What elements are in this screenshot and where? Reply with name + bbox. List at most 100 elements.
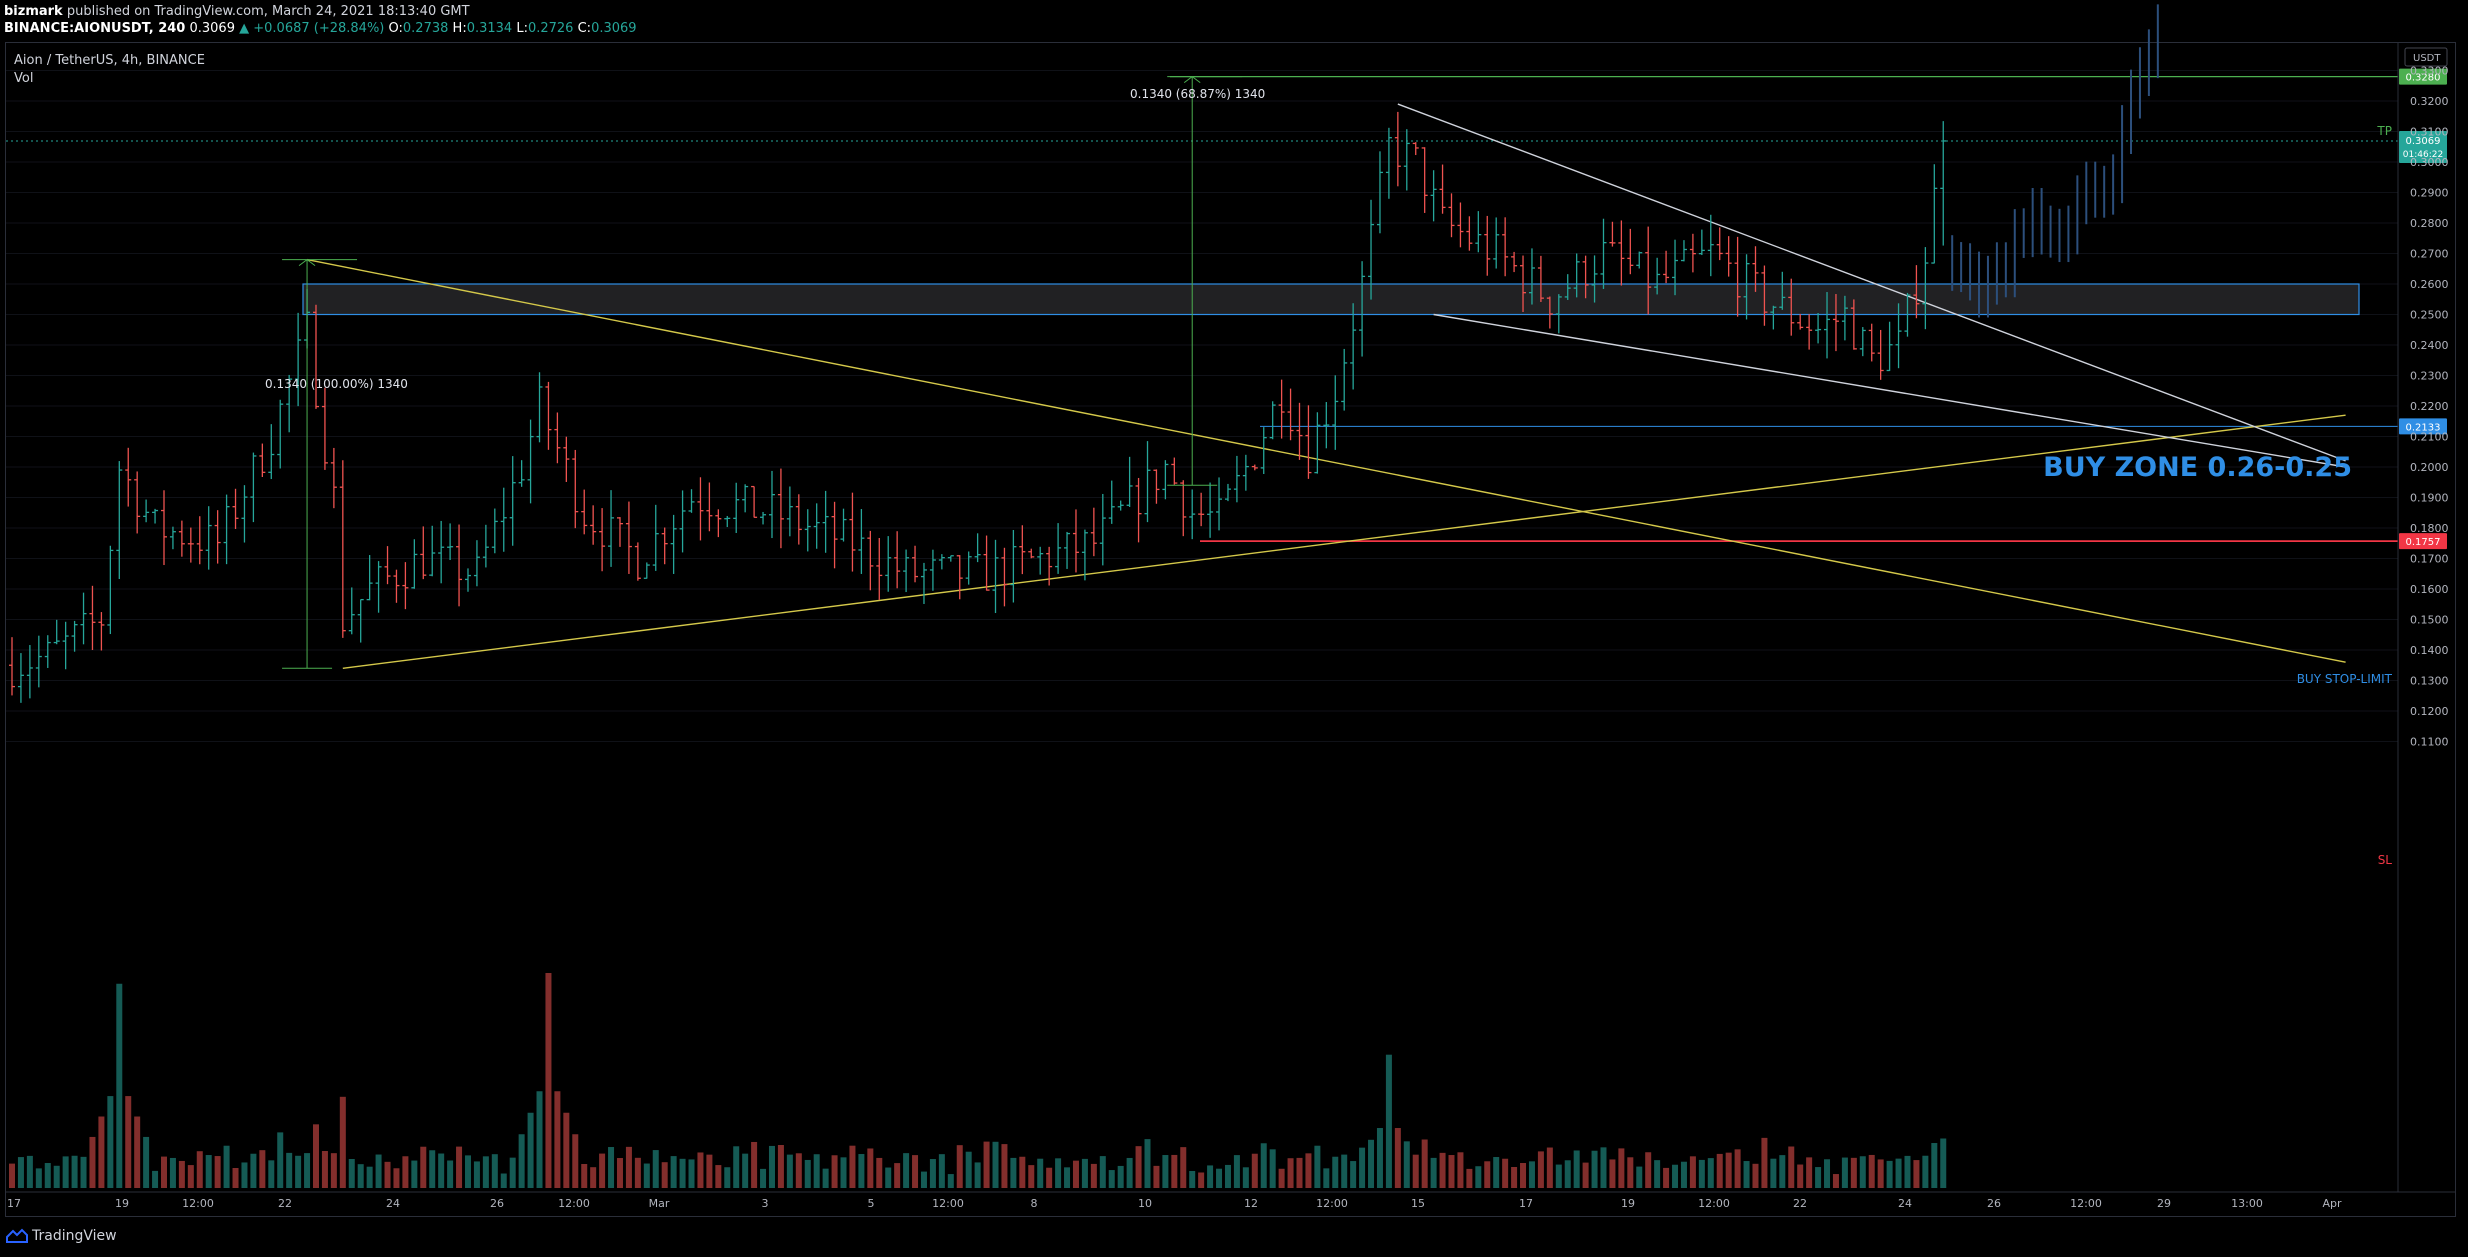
volume-bar bbox=[1645, 1152, 1652, 1188]
publisher-name[interactable]: bizmark bbox=[4, 4, 63, 19]
volume-bar bbox=[849, 1145, 856, 1188]
volume-bar bbox=[1153, 1165, 1160, 1188]
volume-bar bbox=[894, 1163, 901, 1188]
time-tick: 24 bbox=[1898, 1197, 1912, 1210]
volume-bar bbox=[912, 1155, 919, 1188]
volume-bar bbox=[241, 1162, 248, 1188]
volume-bar bbox=[929, 1159, 936, 1188]
volume-bar bbox=[1493, 1157, 1500, 1188]
volume-bar bbox=[286, 1152, 293, 1188]
volume-bar bbox=[867, 1148, 874, 1188]
volume-bar bbox=[223, 1145, 230, 1188]
volume-bar bbox=[1528, 1161, 1535, 1188]
volume-bar bbox=[1081, 1158, 1088, 1188]
price-tick: 0.1400 bbox=[2410, 644, 2449, 657]
volume-bar bbox=[1904, 1155, 1911, 1188]
volume-bar bbox=[26, 1155, 33, 1188]
price-tick: 0.2400 bbox=[2410, 339, 2449, 352]
volume-bar bbox=[1832, 1174, 1839, 1188]
time-tick: 8 bbox=[1031, 1197, 1038, 1210]
volume-bar bbox=[563, 1112, 570, 1188]
volume-bar bbox=[1448, 1155, 1455, 1188]
volume-bar bbox=[813, 1154, 820, 1188]
volume-bar bbox=[1797, 1164, 1804, 1188]
countdown-badge: 01:46:22 bbox=[2403, 150, 2443, 160]
volume-bar bbox=[1403, 1141, 1410, 1188]
volume-bar bbox=[1260, 1143, 1267, 1188]
volume-bar bbox=[840, 1157, 847, 1188]
volume-bar bbox=[1886, 1160, 1893, 1188]
volume-bar bbox=[62, 1156, 69, 1188]
volume-bar bbox=[134, 1116, 141, 1188]
volume-bar bbox=[768, 1145, 775, 1188]
symbol: BINANCE:AIONUSDT, 240 bbox=[4, 21, 186, 36]
legend-pair: Aion / TetherUS, 4h, BINANCE bbox=[14, 53, 205, 68]
volume-bar bbox=[1475, 1166, 1482, 1188]
volume-bar bbox=[1725, 1152, 1732, 1188]
time-tick: Mar bbox=[649, 1197, 670, 1210]
volume-bar bbox=[1216, 1168, 1223, 1188]
volume-bar bbox=[1412, 1154, 1419, 1188]
volume-bar bbox=[634, 1157, 641, 1188]
volume-bar bbox=[1189, 1170, 1196, 1188]
volume-bar bbox=[1064, 1167, 1071, 1188]
price-tick: 0.3200 bbox=[2410, 95, 2449, 108]
volume-bar bbox=[411, 1160, 418, 1188]
volume-bar bbox=[1868, 1154, 1875, 1188]
volume-bar bbox=[1314, 1145, 1321, 1188]
volume-bar bbox=[581, 1164, 588, 1188]
chart-frame[interactable] bbox=[5, 42, 2456, 1217]
volume-bars bbox=[9, 973, 1947, 1188]
volume-bar bbox=[1502, 1158, 1509, 1188]
footer-brand[interactable]: TradingView bbox=[32, 1228, 117, 1244]
measure-tools bbox=[282, 76, 1243, 669]
volume-bar bbox=[1672, 1164, 1679, 1188]
volume-bar bbox=[804, 1159, 811, 1188]
volume-bar bbox=[1770, 1158, 1777, 1188]
buy-zone-rect bbox=[302, 283, 2360, 316]
volume-bar bbox=[661, 1162, 668, 1188]
volume-bar bbox=[572, 1134, 579, 1188]
volume-bar bbox=[1841, 1157, 1848, 1188]
volume-bar bbox=[625, 1146, 632, 1188]
price-tick: 0.1200 bbox=[2410, 705, 2449, 718]
volume-bar bbox=[491, 1154, 498, 1188]
volume-bar bbox=[608, 1147, 615, 1188]
volume-bar bbox=[777, 1145, 784, 1188]
volume-bar bbox=[1037, 1158, 1044, 1188]
volume-bar bbox=[822, 1168, 829, 1188]
volume-bar bbox=[205, 1155, 212, 1188]
volume-bar bbox=[1019, 1156, 1026, 1188]
trendline bbox=[306, 258, 2346, 663]
volume-bar bbox=[1341, 1154, 1348, 1188]
volume-bar bbox=[125, 1096, 132, 1188]
volume-bar bbox=[554, 1091, 561, 1188]
time-tick: 3 bbox=[762, 1197, 769, 1210]
stop-limit-price-badge: 0.2133 bbox=[2406, 422, 2441, 433]
volume-bar bbox=[733, 1146, 740, 1188]
volume-bar bbox=[1546, 1147, 1553, 1188]
volume-bar bbox=[1144, 1139, 1151, 1188]
volume-bar bbox=[1430, 1157, 1437, 1188]
volume-bar bbox=[1072, 1160, 1079, 1188]
close-label: C: bbox=[577, 21, 592, 36]
tradingview-logo-icon[interactable] bbox=[6, 1228, 28, 1244]
low-label: L: bbox=[516, 21, 528, 36]
buy-zone bbox=[302, 283, 2360, 316]
level-lines bbox=[6, 75, 2398, 543]
measure-arrow-left bbox=[298, 259, 308, 267]
volume-bar bbox=[920, 1171, 927, 1188]
volume-bar bbox=[116, 983, 123, 1188]
volume-bar bbox=[992, 1141, 999, 1188]
measure-arrow-left bbox=[1183, 76, 1193, 83]
volume-bar bbox=[321, 1151, 328, 1188]
volume-bar bbox=[402, 1156, 409, 1188]
time-tick: 13:00 bbox=[2231, 1197, 2263, 1210]
volume-bar bbox=[1117, 1165, 1124, 1188]
volume-bar bbox=[500, 1173, 507, 1188]
volume-bar bbox=[1922, 1155, 1929, 1188]
volume-bar bbox=[679, 1158, 686, 1188]
volume-bar bbox=[1457, 1152, 1464, 1188]
volume-bar bbox=[742, 1153, 749, 1188]
